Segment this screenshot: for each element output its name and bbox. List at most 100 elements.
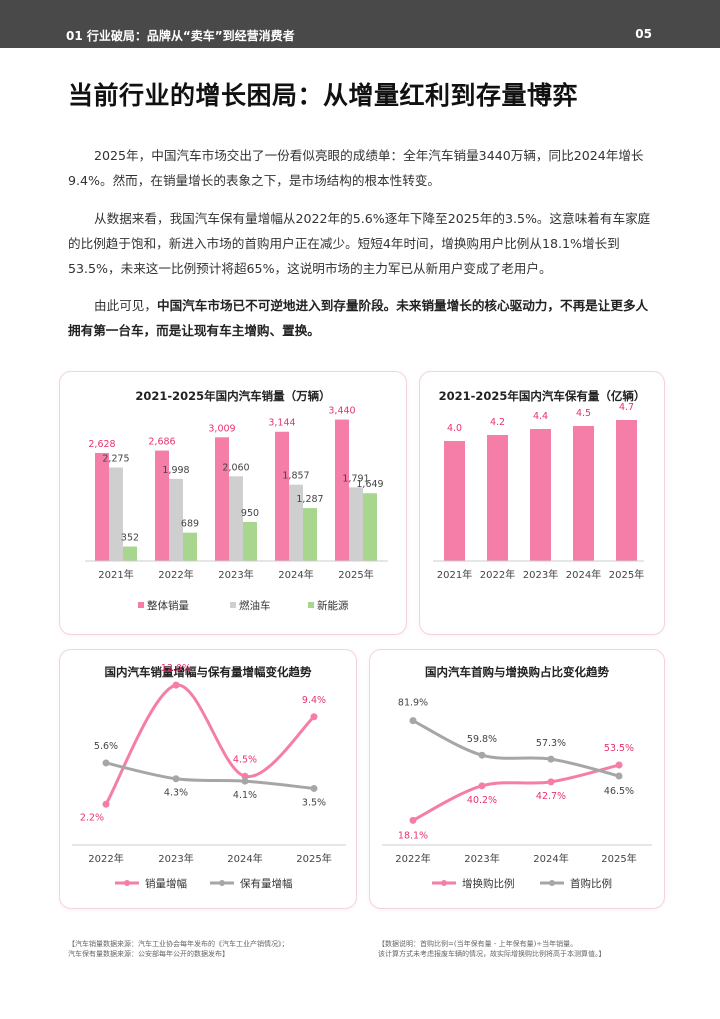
chart-title: 2021-2025年国内汽车销量（万辆） — [135, 389, 330, 403]
bar-label-0-1: 2,686 — [148, 437, 175, 448]
data-note-line-2: 该计算方式未考虑报废车辆的情况，故实际增换购比例将高于本测算值。】 — [378, 950, 606, 958]
point-label-1-1: 4.3% — [164, 788, 188, 799]
legend-label-1: 燃油车 — [239, 599, 271, 612]
point-label-0-0: 18.1% — [398, 830, 428, 841]
point-label-1-3: 46.5% — [604, 786, 634, 797]
legend-swatch-1 — [230, 602, 236, 608]
point-0-0 — [409, 816, 417, 824]
bar-0 — [444, 441, 465, 561]
legend-label-0: 增换购比例 — [462, 877, 515, 890]
bar-1-3 — [289, 484, 303, 561]
bar-label-2-3: 1,287 — [296, 494, 323, 505]
bar-label-0-2: 3,009 — [208, 423, 235, 434]
point-1-2 — [241, 777, 249, 785]
point-label-0-3: 53.5% — [604, 743, 634, 754]
bar-2-0 — [123, 546, 137, 561]
bar-label-0-0: 2,628 — [88, 439, 115, 450]
bar-1-0 — [109, 467, 123, 561]
point-label-0-3: 9.4% — [302, 695, 326, 706]
bar-label-1-0: 2,275 — [102, 453, 129, 464]
point-label-1-1: 59.8% — [467, 734, 497, 745]
growth-chart-card: 国内汽车销量增幅与保有量增幅变化趋势 2022年 2023年 2024年 2025年 2.… — [59, 649, 357, 909]
bar-4 — [616, 420, 637, 561]
source-note-line-1: 【汽车销量数据来源：汽车工业协会每年发布的《汽车工业产销情况》； — [68, 940, 289, 948]
point-0-1 — [478, 782, 486, 790]
bar-label-0: 4.0 — [447, 423, 462, 434]
point-0-2 — [547, 778, 555, 786]
point-label-0-1: 40.2% — [467, 795, 497, 806]
legend-label-0: 销量增幅 — [145, 877, 187, 890]
bar-label-0-3: 3,144 — [268, 418, 295, 429]
point-label-1-2: 57.3% — [536, 738, 566, 749]
bar-label-2-0: 352 — [121, 533, 139, 544]
chart-title: 2021-2025年国内汽车保有量（亿辆） — [439, 389, 646, 403]
bar-0-3 — [275, 431, 289, 561]
x-tick-1: 2022年 — [480, 568, 515, 581]
bar-label-0-4: 3,440 — [328, 406, 355, 417]
bar-0-0 — [95, 452, 109, 561]
x-tick-0: 2021年 — [98, 568, 133, 581]
legend-label-2: 新能源 — [317, 599, 349, 612]
x-tick-4: 2025年 — [338, 568, 373, 581]
point-0-3 — [310, 713, 318, 721]
point-1-2 — [547, 755, 555, 763]
x-tick-1: 2023年 — [464, 852, 499, 865]
x-tick-1: 2023年 — [158, 852, 193, 865]
page-number: 05 — [635, 27, 652, 41]
point-1-3 — [615, 772, 623, 780]
legend-swatch-0 — [138, 602, 144, 608]
bar-label-1-2: 2,060 — [222, 462, 249, 473]
paragraph-3: 由此可见，中国汽车市场已不可逆地进入到存量阶段。未来销量增长的核心驱动力，不再是… — [68, 293, 658, 343]
point-1-3 — [310, 784, 318, 792]
header-bar: 01 行业破局：品牌从“卖车”到经营消费者 05 — [0, 0, 720, 48]
bar-label-4: 4.7 — [619, 402, 634, 413]
x-tick-3: 2024年 — [566, 568, 601, 581]
x-tick-3: 2024年 — [278, 568, 313, 581]
bar-1 — [487, 435, 508, 561]
chart-title: 国内汽车首购与增换购占比变化趋势 — [425, 665, 609, 679]
bar-label-2-2: 950 — [241, 508, 259, 519]
bar-0-1 — [155, 450, 169, 561]
legend-swatch-2 — [308, 602, 314, 608]
point-0-1 — [172, 681, 180, 689]
point-1-1 — [478, 751, 486, 759]
ownership-bar-chart: 2021-2025年国内汽车保有量（亿辆） 4.0 2021年 4.2 2022年 4.4… — [433, 389, 646, 581]
legend-dot-0 — [441, 880, 447, 886]
bar-label-2: 4.4 — [533, 411, 548, 422]
source-note: 【汽车销量数据来源：汽车工业协会每年发布的《汽车工业产销情况》； 汽车保有量数据… — [68, 939, 358, 959]
bar-2-3 — [303, 508, 317, 561]
page-title: 当前行业的增长困局：从增量红利到存量博弈 — [68, 81, 579, 110]
bar-label-1-4: 1,791 — [342, 473, 369, 484]
bar-label-3: 4.5 — [576, 408, 591, 419]
series-line-0 — [412, 763, 620, 822]
bar-1-4 — [349, 487, 363, 561]
x-tick-2: 2023年 — [523, 568, 558, 581]
bar-label-1-1: 1,998 — [162, 465, 189, 476]
x-tick-0: 2022年 — [395, 852, 430, 865]
x-tick-2: 2024年 — [533, 852, 568, 865]
point-1-0 — [102, 759, 110, 767]
legend-label-0: 整体销量 — [147, 599, 189, 612]
bar-2 — [530, 429, 551, 561]
bar-3 — [573, 426, 594, 561]
sales-chart-card: 2021-2025年国内汽车销量（万辆） 2,628 2,275 352 2021年 2,… — [59, 371, 407, 635]
point-label-1-0: 5.6% — [94, 741, 118, 752]
bar-0-2 — [215, 437, 229, 561]
paragraph-3-prefix: 由此可见， — [94, 298, 157, 313]
legend-dot-1 — [549, 880, 555, 886]
point-label-0-2: 4.5% — [233, 754, 257, 765]
point-label-1-3: 3.5% — [302, 797, 326, 808]
bar-1-1 — [169, 478, 183, 561]
series-line-1 — [105, 761, 315, 790]
bar-label-2-1: 689 — [181, 519, 199, 530]
bar-2-2 — [243, 521, 257, 561]
legend-label-1: 保有量增幅 — [240, 877, 293, 890]
series-line-0 — [104, 683, 316, 806]
source-note-line-2: 汽车保有量数据来源：公安部每年公开的数据发布】 — [68, 950, 229, 958]
x-tick-0: 2021年 — [437, 568, 472, 581]
point-label-0-0: 2.2% — [80, 812, 104, 823]
legend-dot-0 — [124, 880, 130, 886]
paragraph-1: 2025年，中国汽车市场交出了一份看似亮眼的成绩单：全年汽车销量3440万辆，同… — [68, 148, 644, 188]
x-tick-3: 2025年 — [601, 852, 636, 865]
bar-0-4 — [335, 419, 349, 561]
